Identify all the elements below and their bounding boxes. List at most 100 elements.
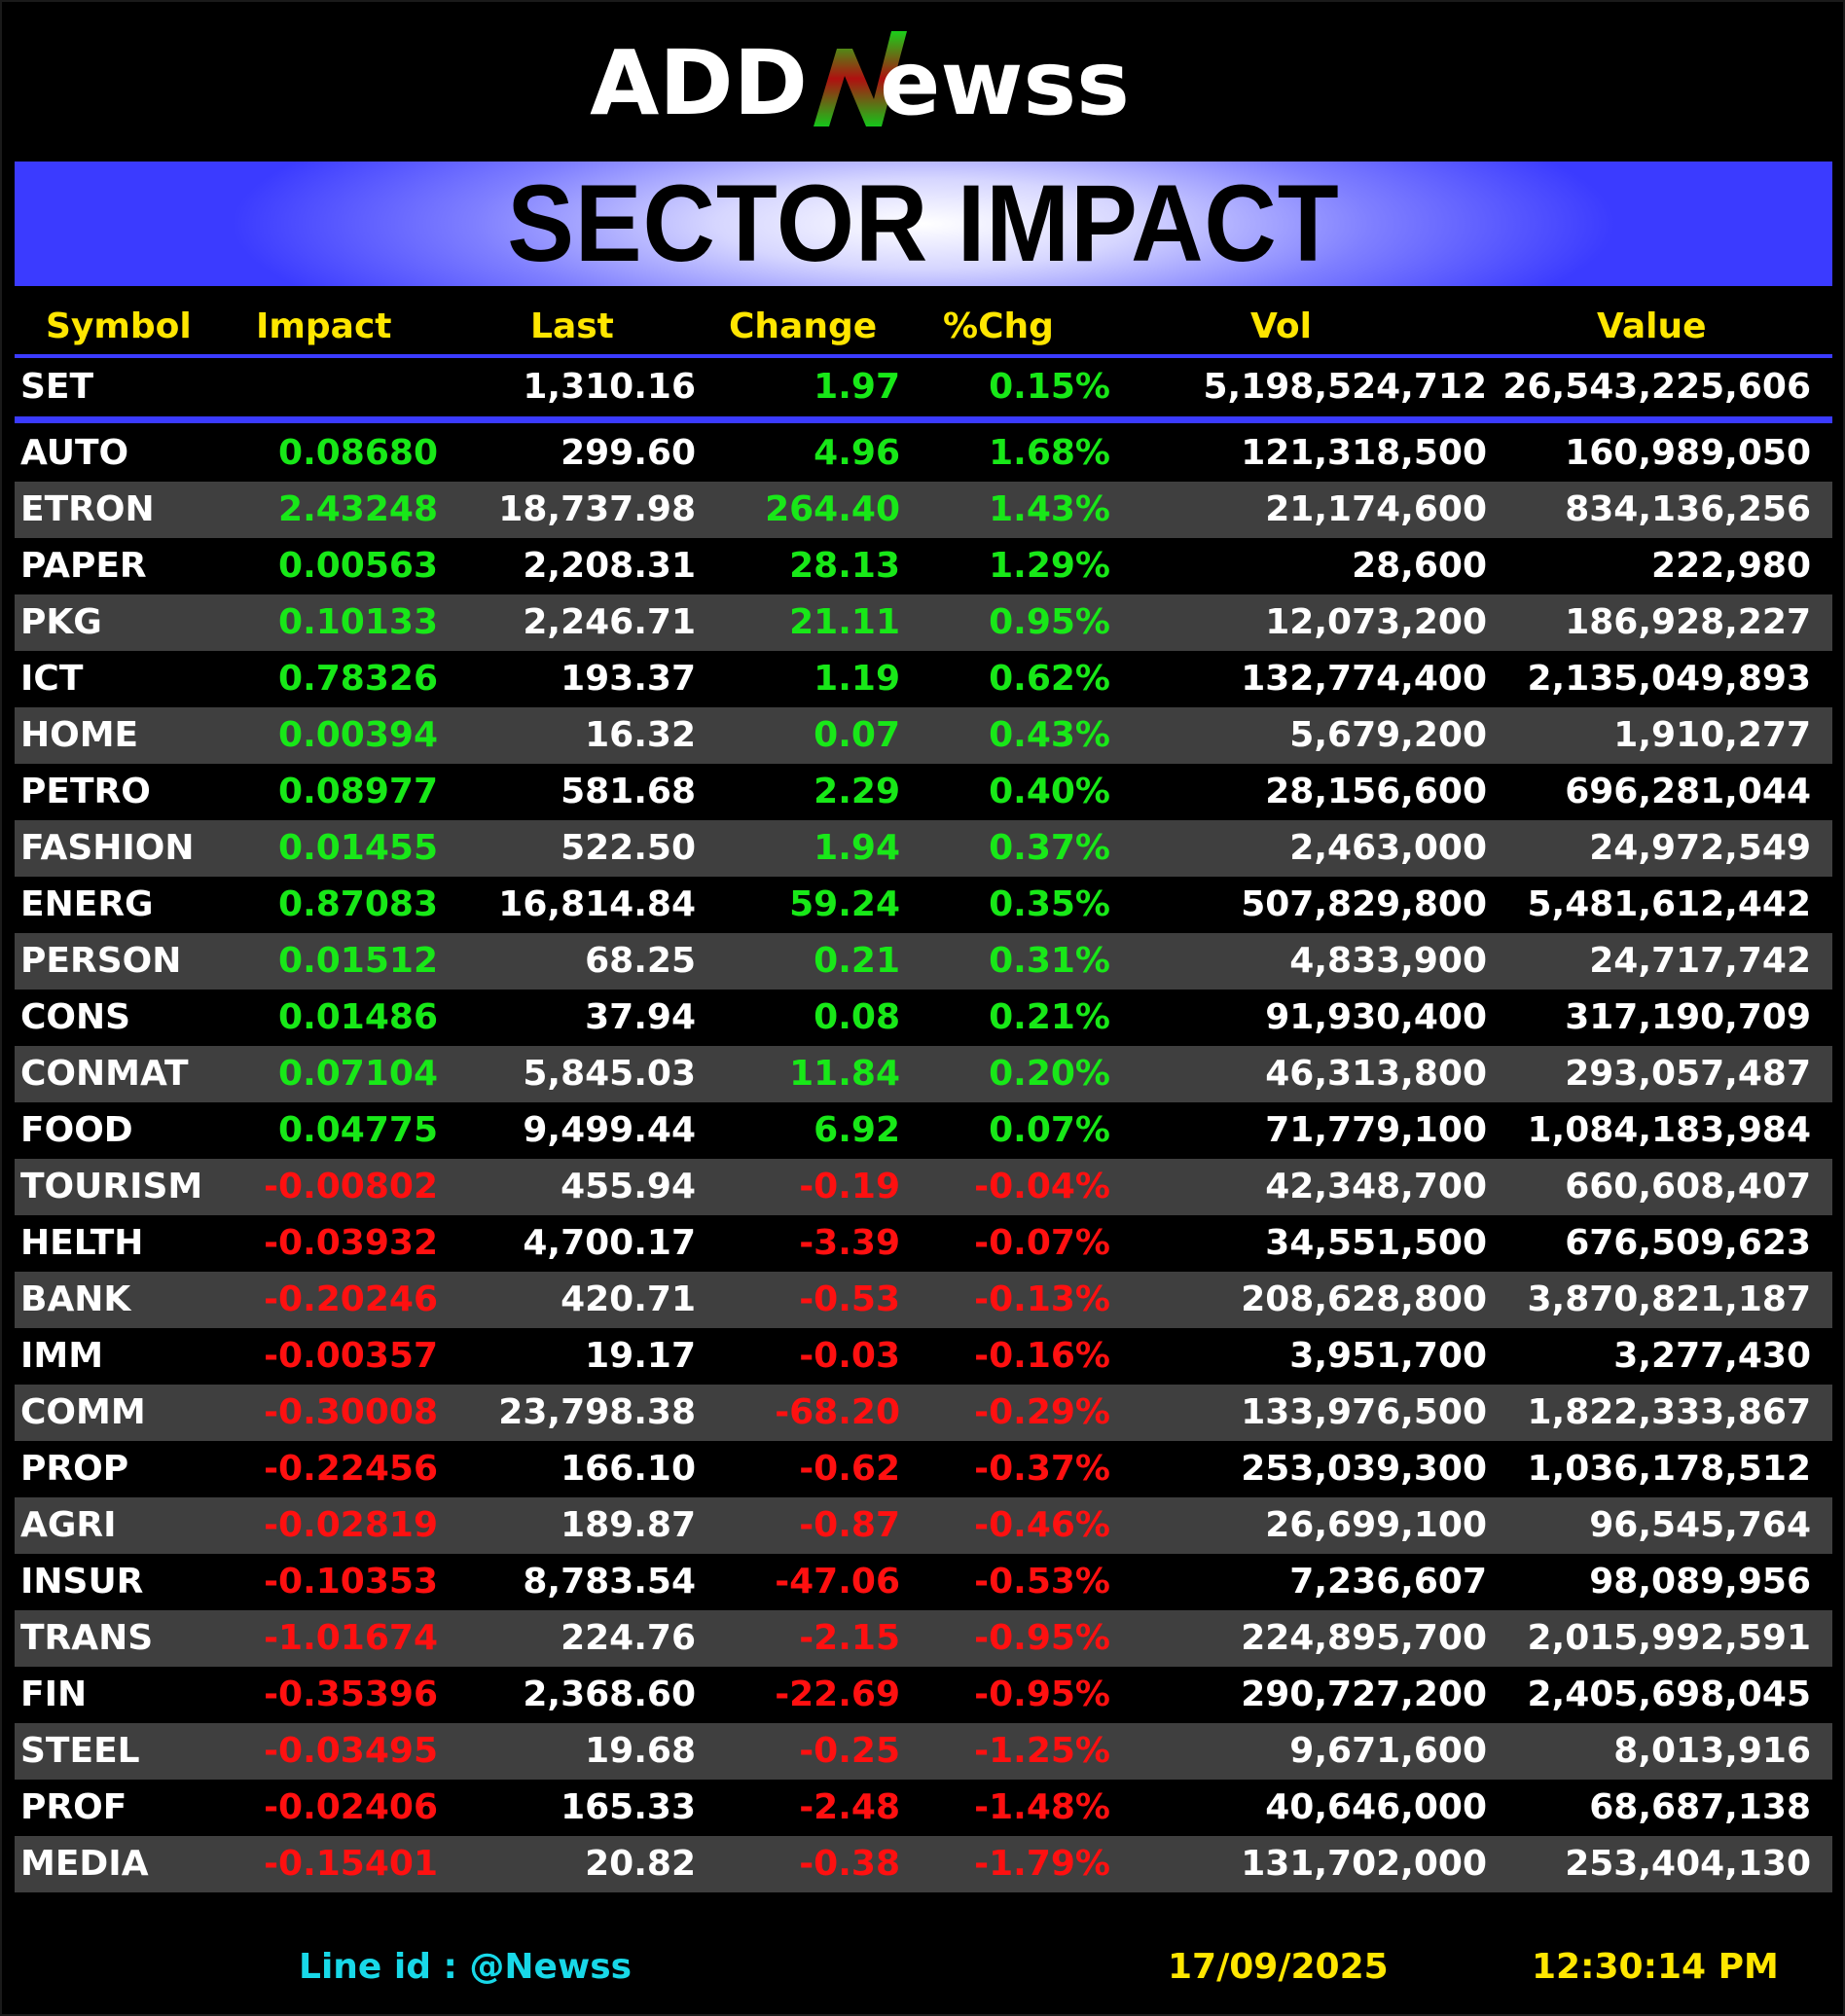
row-volume: 253,039,300 bbox=[1241, 1449, 1487, 1489]
row-value: 2,015,992,591 bbox=[1527, 1618, 1811, 1658]
row-symbol: PKG bbox=[20, 602, 102, 642]
row-change: -22.69 bbox=[775, 1674, 900, 1714]
row-value: 253,404,130 bbox=[1565, 1844, 1811, 1884]
row-symbol: ICT bbox=[20, 659, 84, 699]
row-last: 19.68 bbox=[585, 1731, 696, 1771]
row-volume: 507,829,800 bbox=[1241, 884, 1487, 924]
table-row: PERSON 0.01512 68.25 0.21 0.31% 4,833,900 24,7… bbox=[15, 933, 1832, 990]
col-pct-change: %Chg bbox=[943, 306, 1054, 346]
col-value: Value bbox=[1597, 306, 1707, 346]
row-value: 186,928,227 bbox=[1565, 602, 1811, 642]
row-change: -0.87 bbox=[799, 1505, 900, 1545]
table-row: INSUR -0.10353 8,783.54 -47.06 -0.53% 7,236,6… bbox=[15, 1554, 1832, 1610]
row-impact: -0.35396 bbox=[264, 1674, 438, 1714]
row-impact: -0.00802 bbox=[264, 1167, 438, 1206]
row-impact: 0.01455 bbox=[278, 828, 438, 868]
row-value: 2,135,049,893 bbox=[1527, 659, 1811, 699]
row-last: 224.76 bbox=[561, 1618, 696, 1658]
sector-rows: AUTO 0.08680 299.60 4.96 1.68% 121,318,500 160… bbox=[15, 425, 1832, 1892]
row-pct-change: -1.25% bbox=[974, 1731, 1110, 1771]
row-pct-change: -1.79% bbox=[974, 1844, 1110, 1884]
row-last: 2,246.71 bbox=[523, 602, 696, 642]
row-symbol: INSUR bbox=[20, 1562, 144, 1602]
col-change: Change bbox=[729, 306, 878, 346]
row-value: 160,989,050 bbox=[1565, 433, 1811, 473]
row-last: 165.33 bbox=[561, 1787, 696, 1827]
row-change: 0.21 bbox=[814, 941, 900, 981]
row-pct-change: -0.29% bbox=[974, 1392, 1110, 1432]
row-last: 18,737.98 bbox=[498, 489, 696, 529]
banner-title: SECTOR IMPACT bbox=[507, 162, 1340, 284]
row-last: 455.94 bbox=[561, 1167, 696, 1206]
row-change: 0.08 bbox=[814, 997, 900, 1037]
row-pct-change: -0.04% bbox=[974, 1167, 1110, 1206]
row-volume: 224,895,700 bbox=[1241, 1618, 1487, 1658]
set-volume: 5,198,524,712 bbox=[1203, 367, 1487, 407]
row-impact: -0.00357 bbox=[264, 1336, 438, 1376]
row-symbol: TOURISM bbox=[20, 1167, 203, 1206]
table-row: ICT 0.78326 193.37 1.19 0.62% 132,774,400 2,13… bbox=[15, 651, 1832, 707]
logo-graphic: ADD ewss bbox=[590, 31, 1130, 135]
row-last: 299.60 bbox=[561, 433, 696, 473]
table-row: AUTO 0.08680 299.60 4.96 1.68% 121,318,500 160… bbox=[15, 425, 1832, 482]
row-change: 59.24 bbox=[789, 884, 900, 924]
row-last: 166.10 bbox=[561, 1449, 696, 1489]
table-row: HOME 0.00394 16.32 0.07 0.43% 5,679,200 1,910,… bbox=[15, 707, 1832, 764]
row-pct-change: -0.53% bbox=[974, 1562, 1110, 1602]
row-symbol: STEEL bbox=[20, 1731, 140, 1771]
row-impact: -0.10353 bbox=[264, 1562, 438, 1602]
table-row: CONMAT 0.07104 5,845.03 11.84 0.20% 46,313,80… bbox=[15, 1046, 1832, 1102]
row-change: -68.20 bbox=[775, 1392, 900, 1432]
row-symbol: CONS bbox=[20, 997, 131, 1037]
row-change: 4.96 bbox=[814, 433, 900, 473]
row-symbol: AGRI bbox=[20, 1505, 117, 1545]
table-row: TOURISM -0.00802 455.94 -0.19 -0.04% 42,348,7… bbox=[15, 1159, 1832, 1215]
row-pct-change: 0.07% bbox=[989, 1110, 1110, 1150]
row-change: 11.84 bbox=[789, 1054, 900, 1094]
row-change: -2.15 bbox=[799, 1618, 900, 1658]
row-last: 420.71 bbox=[561, 1279, 696, 1319]
table-row: BANK -0.20246 420.71 -0.53 -0.13% 208,628,800… bbox=[15, 1272, 1832, 1328]
table-row: FASHION 0.01455 522.50 1.94 0.37% 2,463,000 24… bbox=[15, 820, 1832, 877]
row-change: -0.38 bbox=[799, 1844, 900, 1884]
row-change: 1.19 bbox=[814, 659, 900, 699]
row-symbol: ETRON bbox=[20, 489, 155, 529]
row-volume: 208,628,800 bbox=[1241, 1279, 1487, 1319]
row-change: -0.62 bbox=[799, 1449, 900, 1489]
row-symbol: TRANS bbox=[20, 1618, 154, 1658]
row-symbol: HOME bbox=[20, 715, 139, 755]
logo-n-mark bbox=[814, 31, 907, 126]
row-pct-change: -0.46% bbox=[974, 1505, 1110, 1545]
row-value: 24,972,549 bbox=[1589, 828, 1811, 868]
row-change: 2.29 bbox=[814, 772, 900, 811]
set-pct-change: 0.15% bbox=[989, 367, 1110, 407]
row-pct-change: 1.29% bbox=[989, 546, 1110, 586]
row-pct-change: 0.95% bbox=[989, 602, 1110, 642]
logo-text-add: ADD bbox=[590, 31, 808, 135]
col-volume: Vol bbox=[1250, 306, 1312, 346]
row-pct-change: -0.95% bbox=[974, 1618, 1110, 1658]
row-change: 6.92 bbox=[814, 1110, 900, 1150]
row-value: 676,509,623 bbox=[1565, 1223, 1811, 1263]
set-change: 1.97 bbox=[814, 367, 900, 407]
row-volume: 12,073,200 bbox=[1265, 602, 1487, 642]
row-volume: 121,318,500 bbox=[1241, 433, 1487, 473]
row-symbol: CONMAT bbox=[20, 1054, 189, 1094]
row-last: 4,700.17 bbox=[523, 1223, 696, 1263]
row-change: -0.19 bbox=[799, 1167, 900, 1206]
row-value: 68,687,138 bbox=[1589, 1787, 1811, 1827]
row-volume: 21,174,600 bbox=[1265, 489, 1487, 529]
row-volume: 9,671,600 bbox=[1289, 1731, 1487, 1771]
footer-line-id: Line id : @Newss bbox=[299, 1947, 633, 1987]
row-volume: 3,951,700 bbox=[1289, 1336, 1487, 1376]
row-pct-change: 0.62% bbox=[989, 659, 1110, 699]
row-impact: 0.08680 bbox=[278, 433, 438, 473]
row-pct-change: 1.68% bbox=[989, 433, 1110, 473]
logo-text-ewss: ewss bbox=[880, 31, 1130, 135]
row-pct-change: -0.16% bbox=[974, 1336, 1110, 1376]
row-last: 581.68 bbox=[561, 772, 696, 811]
row-symbol: PAPER bbox=[20, 546, 147, 586]
row-change: -2.48 bbox=[799, 1787, 900, 1827]
row-impact: -0.15401 bbox=[264, 1844, 438, 1884]
footer: Line id : @Newss 17/09/2025 12:30:14 PM bbox=[0, 1940, 1845, 1995]
